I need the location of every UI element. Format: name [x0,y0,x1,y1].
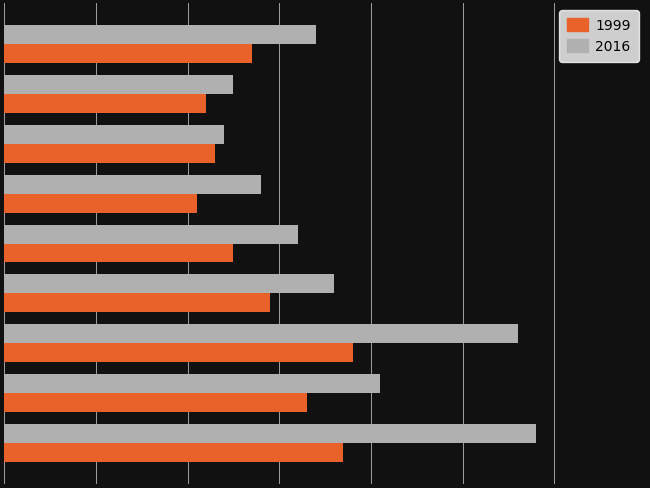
Bar [4,144,215,163]
Bar [4,393,307,412]
Bar [4,325,517,344]
Legend: 1999, 2016: 1999, 2016 [559,11,639,62]
Bar [4,95,206,114]
Bar [4,244,233,263]
Bar [4,294,270,313]
Bar [4,275,334,294]
Bar [4,424,536,443]
Bar [4,225,298,244]
Bar [4,374,380,393]
Bar [4,125,224,144]
Bar [4,45,252,64]
Bar [4,443,343,462]
Bar [4,175,261,194]
Bar [4,76,233,95]
Bar [4,26,316,45]
Bar [4,194,197,213]
Bar [4,344,352,363]
